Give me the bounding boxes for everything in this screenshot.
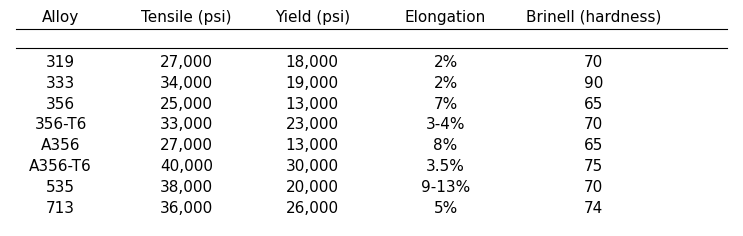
Text: 70: 70 <box>584 55 603 70</box>
Text: Tensile (psi): Tensile (psi) <box>141 10 232 25</box>
Text: 2%: 2% <box>433 76 458 91</box>
Text: 34,000: 34,000 <box>160 76 213 91</box>
Text: 74: 74 <box>584 202 603 216</box>
Text: 90: 90 <box>584 76 603 91</box>
Text: A356: A356 <box>41 139 80 153</box>
Text: 38,000: 38,000 <box>160 181 213 195</box>
Text: 65: 65 <box>584 139 603 153</box>
Text: 3.5%: 3.5% <box>426 160 465 174</box>
Text: 356: 356 <box>46 97 75 111</box>
Text: 70: 70 <box>584 181 603 195</box>
Text: Elongation: Elongation <box>405 10 486 25</box>
Text: 13,000: 13,000 <box>286 139 339 153</box>
Text: 7%: 7% <box>433 97 458 111</box>
Text: 3-4%: 3-4% <box>426 118 465 132</box>
Text: 356-T6: 356-T6 <box>34 118 87 132</box>
Text: A356-T6: A356-T6 <box>29 160 92 174</box>
Text: 30,000: 30,000 <box>286 160 339 174</box>
Text: 65: 65 <box>584 97 603 111</box>
Text: 9-13%: 9-13% <box>421 181 470 195</box>
Text: 535: 535 <box>46 181 75 195</box>
Text: 40,000: 40,000 <box>160 160 213 174</box>
Text: 13,000: 13,000 <box>286 97 339 111</box>
Text: 713: 713 <box>46 202 75 216</box>
Text: 25,000: 25,000 <box>160 97 213 111</box>
Text: 27,000: 27,000 <box>160 139 213 153</box>
Text: 20,000: 20,000 <box>286 181 339 195</box>
Text: 36,000: 36,000 <box>160 202 213 216</box>
Text: 18,000: 18,000 <box>286 55 339 70</box>
Text: 26,000: 26,000 <box>286 202 339 216</box>
Text: 8%: 8% <box>433 139 458 153</box>
Text: 27,000: 27,000 <box>160 55 213 70</box>
Text: Yield (psi): Yield (psi) <box>275 10 350 25</box>
Text: 319: 319 <box>46 55 75 70</box>
Text: 333: 333 <box>46 76 75 91</box>
Text: Brinell (hardness): Brinell (hardness) <box>526 10 661 25</box>
Text: 75: 75 <box>584 160 603 174</box>
Text: 23,000: 23,000 <box>286 118 339 132</box>
Text: 70: 70 <box>584 118 603 132</box>
Text: 2%: 2% <box>433 55 458 70</box>
Text: 5%: 5% <box>433 202 458 216</box>
Text: Alloy: Alloy <box>42 10 80 25</box>
Text: 19,000: 19,000 <box>286 76 339 91</box>
Text: 33,000: 33,000 <box>160 118 213 132</box>
